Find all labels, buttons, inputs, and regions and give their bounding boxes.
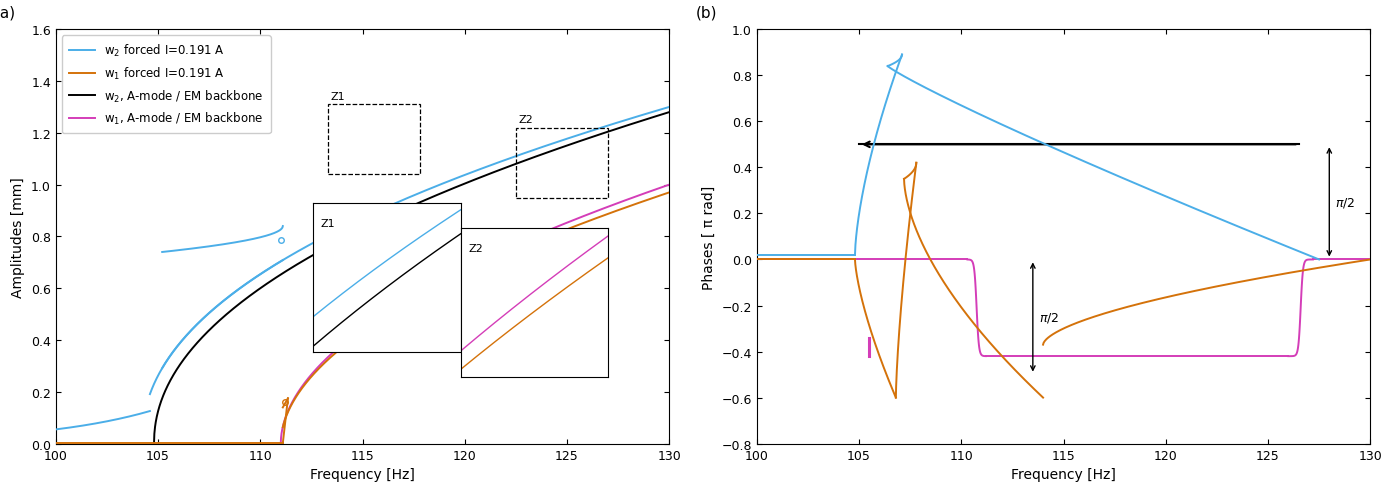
- Text: $\pi/2$: $\pi/2$: [1039, 310, 1058, 325]
- Text: Z2: Z2: [519, 115, 533, 125]
- Bar: [515, 128, 608, 198]
- Text: Z1: Z1: [331, 92, 346, 102]
- Text: (b): (b): [696, 6, 717, 21]
- X-axis label: Frequency [Hz]: Frequency [Hz]: [310, 467, 415, 481]
- Y-axis label: Amplitudes [mm]: Amplitudes [mm]: [11, 177, 25, 297]
- Legend: w$_2$ forced I=0.191 A, w$_1$ forced I=0.191 A, w$_2$, A-mode / EM backbone, w$_: w$_2$ forced I=0.191 A, w$_1$ forced I=0…: [61, 36, 271, 134]
- Text: $\pi/2$: $\pi/2$: [1335, 196, 1356, 209]
- Bar: [328, 105, 419, 175]
- Y-axis label: Phases [ π rad]: Phases [ π rad]: [701, 185, 715, 289]
- Text: (a): (a): [0, 6, 15, 21]
- X-axis label: Frequency [Hz]: Frequency [Hz]: [1011, 467, 1115, 481]
